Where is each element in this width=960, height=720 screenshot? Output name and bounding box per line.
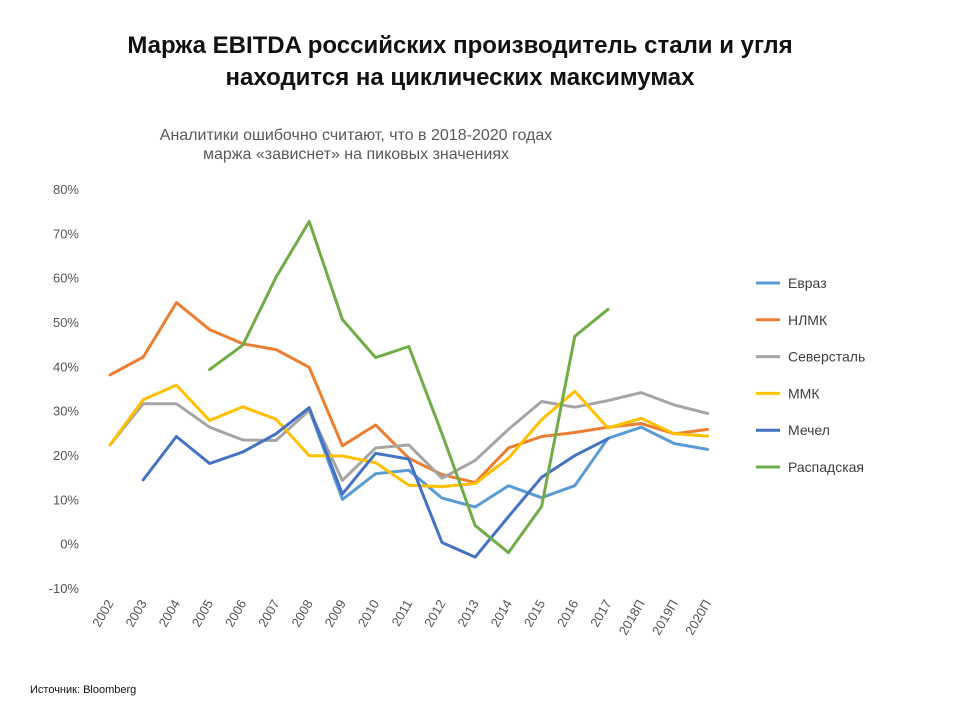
x-tick-label: 2016 [554, 597, 581, 630]
y-tick-label: 20% [53, 448, 79, 463]
series-line [141, 406, 610, 559]
y-tick-label: 50% [53, 315, 79, 330]
legend-label: ММК [788, 385, 820, 401]
x-tick-label: 2005 [189, 597, 216, 630]
y-tick-label: 40% [53, 359, 79, 374]
legend-label: Евраз [788, 275, 827, 291]
x-tick-label: 2015 [521, 597, 548, 630]
headline-line-1: Маржа EBITDA российских производитель ст… [127, 32, 793, 59]
x-tick-label: 2002 [89, 597, 116, 630]
legend-item: ММК [756, 385, 820, 401]
series-line-segment [108, 391, 710, 482]
y-tick-label: 60% [53, 271, 79, 286]
y-tick-label: 0% [60, 537, 79, 552]
headline: Маржа EBITDA российских производитель ст… [0, 30, 920, 94]
source-note: Источник: Bloomberg [30, 684, 137, 696]
x-tick-label: 2010 [355, 597, 382, 630]
series-line-segment [307, 407, 710, 509]
headline-line-2: находится на циклических максимумах [225, 64, 695, 91]
legend-label: Мечел [788, 422, 830, 438]
series-line-segment [208, 220, 610, 555]
series-line [307, 407, 710, 509]
chart-subtitle: Аналитики ошибочно считают, что в 2018-2… [160, 127, 552, 163]
x-tick-label: 2009 [322, 597, 349, 630]
x-tick-label: 2014 [488, 597, 515, 630]
legend-item: Северсталь [756, 349, 865, 365]
x-tick-label: 2004 [156, 597, 183, 630]
legend-item: Распадская [756, 459, 864, 475]
x-tick-label: 2018П [616, 597, 648, 638]
x-axis: 2002 2003 2004 2005 2006 2007 2008 2009 2010 2011… [89, 597, 714, 638]
legend-item: Мечел [756, 422, 830, 438]
y-tick-label: 80% [53, 182, 79, 197]
y-tick-label: -10% [49, 581, 80, 596]
x-tick-label: 2020П [682, 597, 714, 638]
y-tick-label: 30% [53, 404, 79, 419]
chart-subtitle-line: Аналитики ошибочно считают, что в 2018-2… [160, 127, 552, 144]
x-tick-label: 2013 [454, 597, 481, 630]
x-tick-label: 2007 [255, 597, 282, 630]
legend-label: Северсталь [788, 349, 865, 365]
y-tick-label: 70% [53, 226, 79, 241]
chart-subtitle-line: маржа «зависнет» на пиковых значениях [203, 146, 509, 163]
x-tick-label: 2017 [587, 597, 614, 630]
series-line-segment [108, 383, 710, 489]
series-lines [108, 220, 710, 559]
series-line [108, 391, 710, 482]
series-line [208, 220, 610, 555]
x-tick-label: 2003 [122, 597, 149, 630]
series-line [108, 383, 710, 489]
legend-item: НЛМК [756, 312, 828, 328]
legend-label: Распадская [788, 459, 864, 475]
x-tick-label: 2008 [288, 597, 315, 630]
legend-item: Евраз [756, 275, 827, 291]
y-axis: -10% 0% 10% 20% 30% 40% 50% 60% 70% 80% [49, 182, 80, 596]
x-tick-label: 2019П [649, 597, 681, 638]
x-tick-label: 2012 [421, 597, 448, 630]
legend: Евраз НЛМК Северсталь ММК Мечел Распадская [756, 275, 865, 475]
x-tick-label: 2006 [222, 597, 249, 630]
y-tick-label: 10% [53, 492, 79, 507]
series-line-segment [141, 406, 610, 559]
legend-label: НЛМК [788, 312, 828, 328]
x-tick-label: 2011 [388, 597, 415, 629]
